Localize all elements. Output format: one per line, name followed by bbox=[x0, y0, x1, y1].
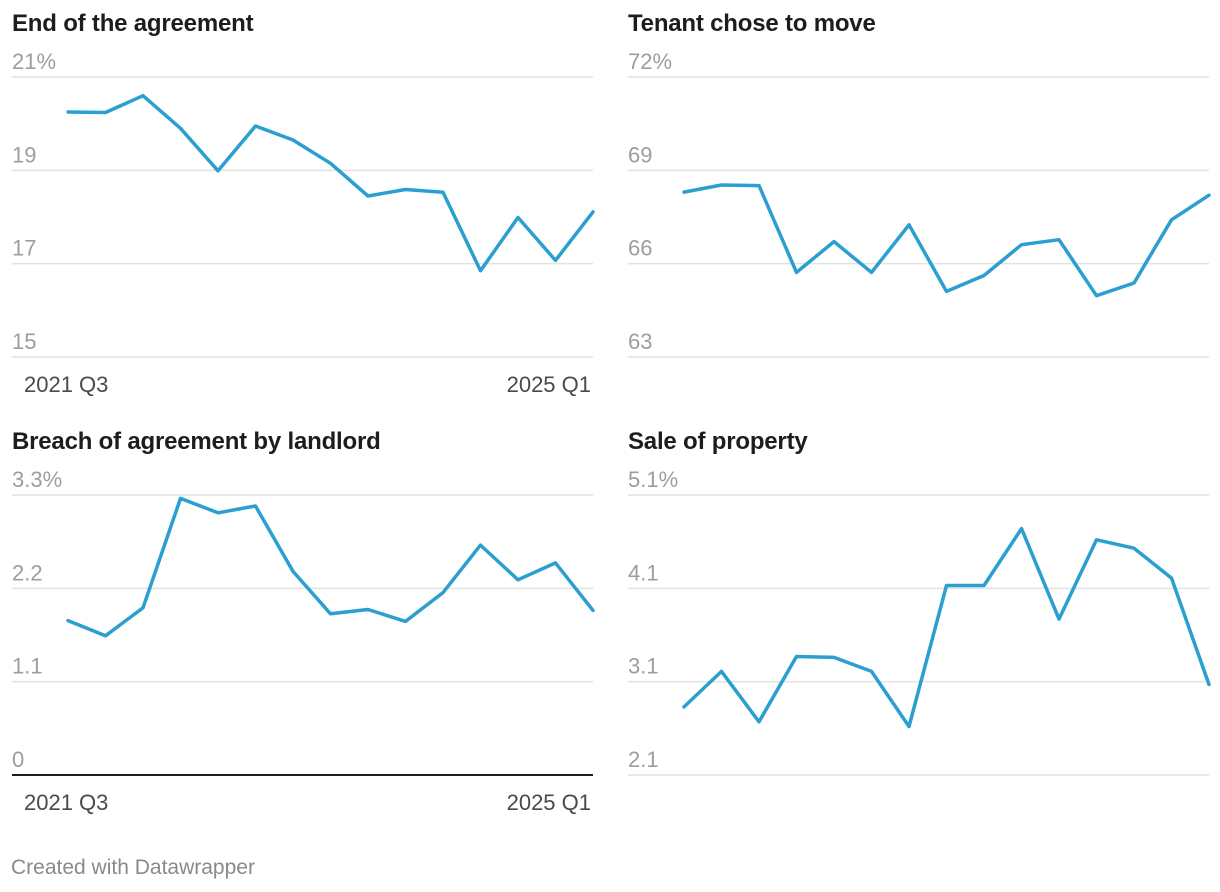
series-line bbox=[66, 93, 595, 273]
y-tick-label: 2.1 bbox=[628, 747, 659, 772]
line-chart: 21% 19 17 15 2021 Q3 2025 Q1 bbox=[12, 49, 595, 397]
y-tick-label: 17 bbox=[12, 236, 36, 261]
y-tick-label: 1.1 bbox=[12, 654, 43, 679]
chart-title: Tenant chose to move bbox=[628, 10, 876, 37]
y-tick-label: 19 bbox=[12, 142, 36, 167]
x-tick-label: 2025 Q1 bbox=[507, 372, 591, 397]
y-tick-label: 69 bbox=[628, 142, 652, 167]
footer-credit: Created with Datawrapper bbox=[11, 856, 255, 879]
x-tick-label: 2025 Q1 bbox=[507, 790, 591, 815]
y-tick-label: 4.1 bbox=[628, 560, 659, 585]
y-tick-label: 15 bbox=[12, 329, 36, 354]
y-tick-label: 3.1 bbox=[628, 654, 659, 679]
y-tick-label: 21% bbox=[12, 49, 56, 74]
chart-panel-sale-of-property: Sale of property 5.1% 4.1 3.1 2.1 bbox=[628, 418, 1220, 828]
x-tick-label: 2021 Q3 bbox=[24, 790, 108, 815]
y-tick-label: 72% bbox=[628, 49, 672, 74]
y-tick-label: 63 bbox=[628, 329, 652, 354]
y-tick-label: 5.1% bbox=[628, 467, 678, 492]
y-tick-label: 0 bbox=[12, 747, 24, 772]
y-tick-label: 3.3% bbox=[12, 467, 62, 492]
line-chart: 5.1% 4.1 3.1 2.1 bbox=[628, 467, 1211, 776]
chart-panel-tenant-chose-to-move: Tenant chose to move 72% 69 66 63 bbox=[628, 0, 1220, 410]
series-line bbox=[66, 496, 595, 638]
y-tick-label: 66 bbox=[628, 236, 652, 261]
series-line bbox=[682, 183, 1211, 298]
y-tick-label: 2.2 bbox=[12, 560, 43, 585]
line-chart: 72% 69 66 63 bbox=[628, 49, 1211, 358]
series-line bbox=[682, 526, 1211, 729]
chart-title: End of the agreement bbox=[12, 10, 254, 37]
chart-title: Breach of agreement by landlord bbox=[12, 428, 381, 455]
chart-panel-breach-by-landlord: Breach of agreement by landlord 3.3% 2.2 1… bbox=[12, 418, 612, 828]
x-tick-label: 2021 Q3 bbox=[24, 372, 108, 397]
chart-panel-end-of-agreement: End of the agreement 21% 19 17 15 2021 Q3 202… bbox=[12, 0, 612, 410]
chart-title: Sale of property bbox=[628, 428, 808, 455]
